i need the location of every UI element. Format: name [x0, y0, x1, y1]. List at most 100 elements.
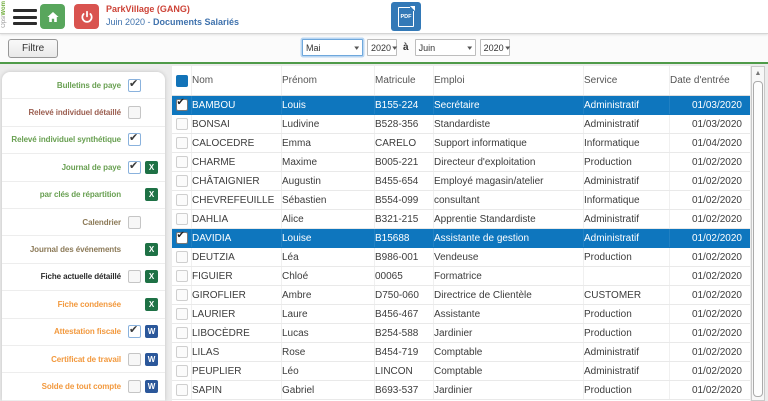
cell-matricule: B986-001: [375, 248, 434, 266]
from-year-select[interactable]: 2020 ▾: [367, 39, 397, 56]
from-month-select[interactable]: Mai ▾: [302, 39, 363, 56]
excel-file-icon[interactable]: X: [145, 297, 158, 311]
table-row[interactable]: FIGUIER Chloé 00065 Formatrice 01/02/2020: [172, 267, 750, 286]
sidebar-item-checkbox[interactable]: [128, 215, 141, 229]
filter-button[interactable]: Filtre: [8, 39, 59, 58]
pdf-export-button[interactable]: PDF: [391, 2, 421, 31]
scroll-up-arrow-icon[interactable]: ▲: [754, 70, 762, 77]
table-row[interactable]: PEUPLIER Léo LINCON Comptable Administratif 0…: [172, 362, 750, 381]
sidebar-item[interactable]: Solde de tout compte W: [2, 373, 165, 401]
sidebar-item[interactable]: Journal de paye X: [2, 154, 165, 182]
cell-date: 01/02/2020: [691, 270, 742, 282]
table-row[interactable]: LILAS Rose B454-719 Comptable Administratif 0…: [172, 343, 750, 362]
row-checkbox[interactable]: [175, 289, 188, 301]
row-checkbox[interactable]: [175, 97, 188, 111]
sidebar-item[interactable]: Certificat de travail W: [2, 346, 165, 374]
cell-service: Administratif: [584, 362, 670, 380]
column-header[interactable]: Matricule: [375, 66, 434, 95]
table-row[interactable]: SAPIN Gabriel B693-537 Jardinier Production 0…: [172, 381, 750, 400]
cell-service: Administratif: [584, 115, 670, 133]
word-file-icon[interactable]: W: [145, 352, 158, 366]
cell-service: CUSTOMER: [584, 286, 670, 304]
table-row[interactable]: CALOCEDRE Emma CARELO Support informatique I…: [172, 134, 750, 153]
table-row[interactable]: LAURIER Laure B456-467 Assistante Production…: [172, 305, 750, 324]
table-row[interactable]: LIBOCÈDRE Lucas B254-588 Jardinier Productio…: [172, 324, 750, 343]
scrollbar-thumb[interactable]: [753, 81, 763, 397]
sidebar-item-checkbox[interactable]: [128, 106, 141, 120]
sidebar-item-label: Journal de paye: [61, 162, 121, 172]
row-checkbox[interactable]: [175, 194, 188, 206]
cell-nom: LILAS: [192, 343, 282, 361]
row-checkbox[interactable]: [175, 346, 188, 358]
column-header[interactable]: Emploi: [434, 66, 584, 95]
table-row[interactable]: CHARME Maxime B005-221 Directeur d'exploita…: [172, 153, 750, 172]
cell-prenom: Rose: [282, 343, 375, 361]
sidebar-item-checkbox[interactable]: [128, 131, 141, 147]
table-row[interactable]: BONSAI Ludivine B528-356 Standardiste Admini…: [172, 115, 750, 134]
excel-file-icon[interactable]: X: [145, 188, 158, 202]
column-header[interactable]: Nom: [192, 66, 282, 95]
sidebar-item-checkbox[interactable]: [128, 77, 141, 92]
menu-icon[interactable]: [13, 9, 37, 25]
home-button[interactable]: [40, 4, 65, 29]
sidebar-item[interactable]: Fiche condensée X: [2, 291, 165, 319]
logout-button[interactable]: [74, 4, 99, 29]
word-file-icon[interactable]: W: [145, 325, 158, 339]
sidebar-item-checkbox[interactable]: [128, 379, 141, 393]
row-checkbox[interactable]: [175, 230, 188, 244]
row-checkbox[interactable]: [175, 118, 188, 130]
sidebar-item[interactable]: Attestation fiscale W: [2, 319, 165, 346]
row-checkbox[interactable]: [175, 365, 188, 377]
cell-prenom: Léa: [282, 248, 375, 266]
to-month-select[interactable]: Juin ▾: [414, 39, 476, 56]
cell-date: 01/03/2020: [691, 99, 742, 111]
row-checkbox[interactable]: [175, 308, 188, 320]
excel-file-icon[interactable]: X: [145, 243, 158, 257]
row-checkbox[interactable]: [175, 327, 188, 339]
table-row[interactable]: DEUTZIA Léa B986-001 Vendeuse Production 01/0…: [172, 248, 750, 267]
row-checkbox[interactable]: [175, 213, 188, 225]
table-row[interactable]: CHEVREFEUILLE Sébastien B554-099 consultant…: [172, 191, 750, 210]
cell-nom: CHARME: [192, 153, 282, 171]
vertical-scrollbar[interactable]: ▲: [751, 66, 765, 401]
sidebar-item-checkbox[interactable]: [128, 352, 141, 366]
excel-file-icon[interactable]: X: [145, 270, 158, 284]
column-header[interactable]: Date d'entrée: [670, 75, 730, 86]
column-header[interactable]: Service: [584, 66, 670, 95]
table-row[interactable]: GIROFLIER Ambre D750-060 Directrice de Clie…: [172, 286, 750, 305]
row-checkbox[interactable]: [175, 384, 188, 396]
sidebar-item-checkbox[interactable]: [128, 159, 141, 174]
word-file-icon[interactable]: W: [145, 379, 158, 393]
sidebar-item-checkbox[interactable]: [128, 323, 141, 339]
sidebar-item[interactable]: Journal des événements X: [2, 236, 165, 264]
row-checkbox[interactable]: [175, 175, 188, 187]
cell-emploi: Support informatique: [434, 134, 584, 152]
cell-prenom: Alice: [282, 210, 375, 228]
sidebar-item[interactable]: par clés de répartition X: [2, 182, 165, 209]
column-header[interactable]: Prénom: [282, 66, 375, 95]
row-checkbox[interactable]: [175, 137, 188, 149]
sidebar-item[interactable]: Calendrier: [2, 209, 165, 237]
sidebar-item[interactable]: Fiche actuelle détaillé X: [2, 264, 165, 292]
row-checkbox[interactable]: [175, 251, 188, 263]
table-row[interactable]: CHÂTAIGNIER Augustin B455-654 Employé magas…: [172, 172, 750, 191]
row-checkbox[interactable]: [175, 270, 188, 282]
to-year-select[interactable]: 2020 ▾: [479, 39, 510, 56]
table-row[interactable]: BAMBOULouisB155-224SecrétaireAdministrat…: [172, 96, 750, 115]
sidebar-item-checkbox[interactable]: [128, 270, 141, 284]
sidebar-item[interactable]: Relevé individuel détaillé: [2, 99, 165, 127]
table-row[interactable]: DAHLIA Alice B321-215 Apprentie Standardist…: [172, 210, 750, 229]
cell-matricule: D750-060: [375, 286, 434, 304]
cell-matricule: LINCON: [375, 362, 434, 380]
sidebar-item[interactable]: Bulletins de paye: [2, 72, 165, 100]
sidebar-item[interactable]: Relevé individuel synthétique: [2, 127, 165, 155]
cell-service: Production: [584, 305, 670, 323]
filter-bar: Filtre Mai ▾ 2020 ▾ à Juin ▾ 2020 ▾: [0, 34, 768, 62]
cell-emploi: Employé magasin/atelier: [434, 172, 584, 190]
row-checkbox[interactable]: [175, 156, 188, 168]
select-all-checkbox[interactable]: [175, 74, 188, 87]
date-range-controls: Mai ▾ 2020 ▾ à Juin ▾ 2020 ▾: [302, 39, 510, 56]
excel-file-icon[interactable]: X: [145, 160, 158, 174]
cell-nom: FIGUIER: [192, 267, 282, 285]
